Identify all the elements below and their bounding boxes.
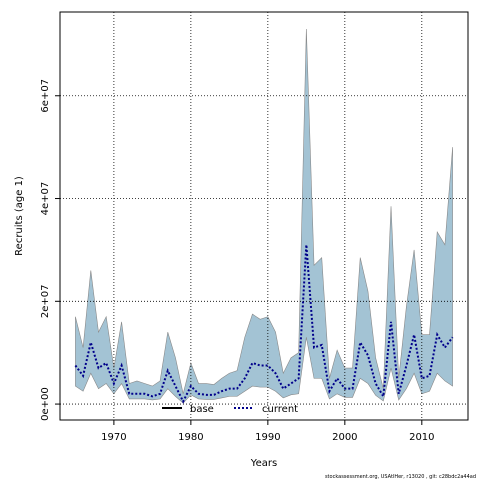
legend-label: current xyxy=(262,404,298,415)
y-tick-label: 6e+07 xyxy=(40,79,51,113)
confidence-band xyxy=(75,28,453,404)
y-tick-label: 2e+07 xyxy=(40,284,51,318)
footnote: stockassessment.org, USAtlHer, r13020 , … xyxy=(325,474,476,480)
x-axis-label: Years xyxy=(250,458,277,469)
y-axis-label: Recruits (age 1) xyxy=(14,176,25,256)
x-tick-label: 1990 xyxy=(255,432,280,443)
legend-label: base xyxy=(190,404,214,415)
line xyxy=(74,244,454,404)
y-tick-label: 4e+07 xyxy=(40,182,51,216)
x-tick-label: 2000 xyxy=(332,432,357,443)
x-tick-label: 1970 xyxy=(101,432,126,443)
x-tick-label: 1980 xyxy=(178,432,203,443)
y-tick-label: 0e+00 xyxy=(40,387,51,421)
x-tick-label: 2010 xyxy=(409,432,434,443)
plot-frame xyxy=(59,11,469,421)
